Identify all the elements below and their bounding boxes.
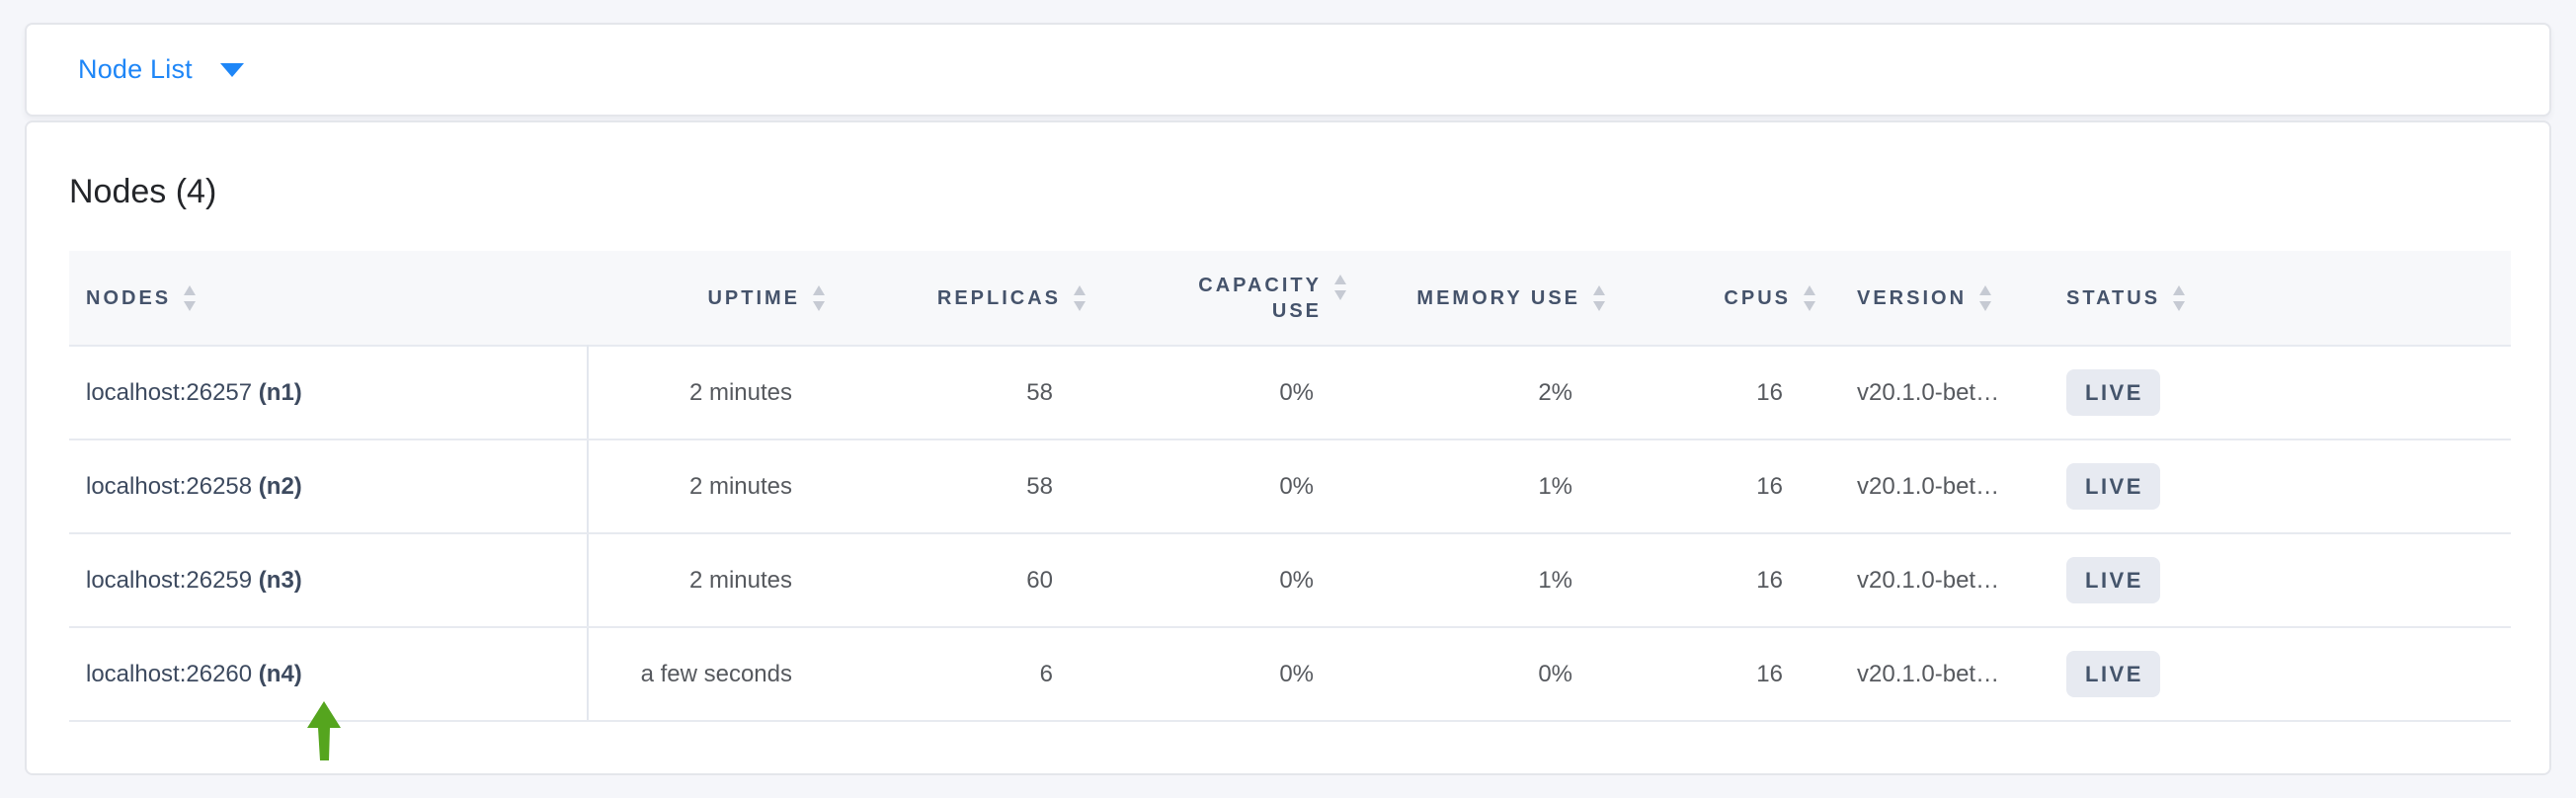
sort-icon <box>2173 284 2186 311</box>
column-header-memory_use[interactable]: MEMORY USE <box>1347 251 1606 346</box>
nodes-panel: Nodes (4) NODES UPTIME REPLICAS CAPACITY US… <box>25 120 2551 775</box>
column-label-nodes: NODES <box>86 286 172 309</box>
view-selector-card: Node List <box>25 23 2551 117</box>
node-address: localhost:26258 <box>86 472 259 500</box>
node-id: (n3) <box>258 566 302 594</box>
view-selector-label: Node List <box>78 54 193 84</box>
cell-cpus: 16 <box>1606 627 1816 722</box>
sort-icon <box>1804 284 1815 311</box>
cell-nodes: localhost:26258 (n2) <box>69 439 589 534</box>
cell-uptime: 2 minutes <box>588 345 826 440</box>
cell-nodes: localhost:26257 (n1) <box>69 345 589 440</box>
cell-memory_use: 1% <box>1347 439 1606 534</box>
status-badge: LIVE <box>2066 463 2160 510</box>
cell-replicas: 58 <box>826 345 1087 440</box>
cell-capacity_use: 0% <box>1087 627 1347 722</box>
cell-status: LIVE <box>2066 627 2511 722</box>
cell-nodes: localhost:26260 (n4) <box>69 627 589 722</box>
sort-icon <box>1074 284 1086 311</box>
node-address: localhost:26260 <box>86 660 259 687</box>
node-address-link[interactable]: localhost:26258 (n2) <box>86 473 302 500</box>
column-label-capacity_use: CAPACITY USE <box>1198 274 1322 322</box>
cell-capacity_use: 0% <box>1087 345 1347 440</box>
cell-version: v20.1.0-bet… <box>1816 533 2066 628</box>
column-label-status: STATUS <box>2066 286 2161 309</box>
table-row: localhost:26260 (n4) a few seconds 6 0% 0% 16… <box>69 627 2511 722</box>
node-address: localhost:26257 <box>86 378 259 406</box>
column-header-uptime[interactable]: UPTIME <box>588 251 826 346</box>
sort-icon <box>1979 284 1992 311</box>
table-row: localhost:26258 (n2) 2 minutes 58 0% 1% 16 v20… <box>69 439 2511 534</box>
cell-uptime: a few seconds <box>588 627 826 722</box>
caret-down-icon <box>219 62 244 77</box>
cell-version: v20.1.0-bet… <box>1816 439 2066 534</box>
cell-capacity_use: 0% <box>1087 533 1347 628</box>
cell-memory_use: 2% <box>1347 345 1606 440</box>
status-badge: LIVE <box>2066 369 2160 416</box>
sort-icon <box>1334 274 1346 300</box>
sort-icon <box>184 284 197 311</box>
cell-capacity_use: 0% <box>1087 439 1347 534</box>
status-badge: LIVE <box>2066 557 2160 603</box>
table-header-row: NODES UPTIME REPLICAS CAPACITY USE MEMORY US… <box>69 251 2511 346</box>
sort-icon <box>813 284 825 311</box>
node-id: (n4) <box>258 660 302 687</box>
sort-icon <box>1593 284 1605 311</box>
column-header-replicas[interactable]: REPLICAS <box>826 251 1087 346</box>
cell-nodes: localhost:26259 (n3) <box>69 533 589 628</box>
cell-replicas: 58 <box>826 439 1087 534</box>
cell-cpus: 16 <box>1606 533 1816 628</box>
column-label-replicas: REPLICAS <box>936 286 1061 309</box>
cell-uptime: 2 minutes <box>588 439 826 534</box>
cell-status: LIVE <box>2066 439 2511 534</box>
cell-cpus: 16 <box>1606 345 1816 440</box>
column-header-version[interactable]: VERSION <box>1816 251 2066 346</box>
table-row: localhost:26257 (n1) 2 minutes 58 0% 2% 16 v20… <box>69 345 2511 440</box>
cell-replicas: 60 <box>826 533 1087 628</box>
node-id: (n2) <box>258 472 302 500</box>
cell-status: LIVE <box>2066 533 2511 628</box>
cell-replicas: 6 <box>826 627 1087 722</box>
cell-cpus: 16 <box>1606 439 1816 534</box>
cell-memory_use: 1% <box>1347 533 1606 628</box>
view-selector-dropdown[interactable]: Node List <box>78 54 244 85</box>
nodes-table: NODES UPTIME REPLICAS CAPACITY USE MEMORY US… <box>69 251 2511 722</box>
column-label-memory_use: MEMORY USE <box>1416 286 1580 309</box>
table-row: localhost:26259 (n3) 2 minutes 60 0% 1% 16 v20… <box>69 533 2511 628</box>
node-id: (n1) <box>258 378 302 406</box>
page-title: Nodes (4) <box>69 173 217 210</box>
cell-version: v20.1.0-bet… <box>1816 345 2066 440</box>
column-label-uptime: UPTIME <box>707 286 800 309</box>
node-address: localhost:26259 <box>86 566 259 594</box>
node-address-link[interactable]: localhost:26260 (n4) <box>86 661 302 687</box>
node-address-link[interactable]: localhost:26259 (n3) <box>86 567 302 594</box>
node-address-link[interactable]: localhost:26257 (n1) <box>86 379 302 406</box>
cell-version: v20.1.0-bet… <box>1816 627 2066 722</box>
column-label-version: VERSION <box>1857 286 1968 309</box>
cell-status: LIVE <box>2066 345 2511 440</box>
column-header-cpus[interactable]: CPUS <box>1606 251 1816 346</box>
cell-memory_use: 0% <box>1347 627 1606 722</box>
column-header-nodes[interactable]: NODES <box>69 251 588 346</box>
column-header-capacity_use[interactable]: CAPACITY USE <box>1087 251 1347 346</box>
cell-uptime: 2 minutes <box>588 533 826 628</box>
status-badge: LIVE <box>2066 651 2160 697</box>
column-label-cpus: CPUS <box>1724 286 1791 309</box>
column-header-status[interactable]: STATUS <box>2066 251 2511 346</box>
